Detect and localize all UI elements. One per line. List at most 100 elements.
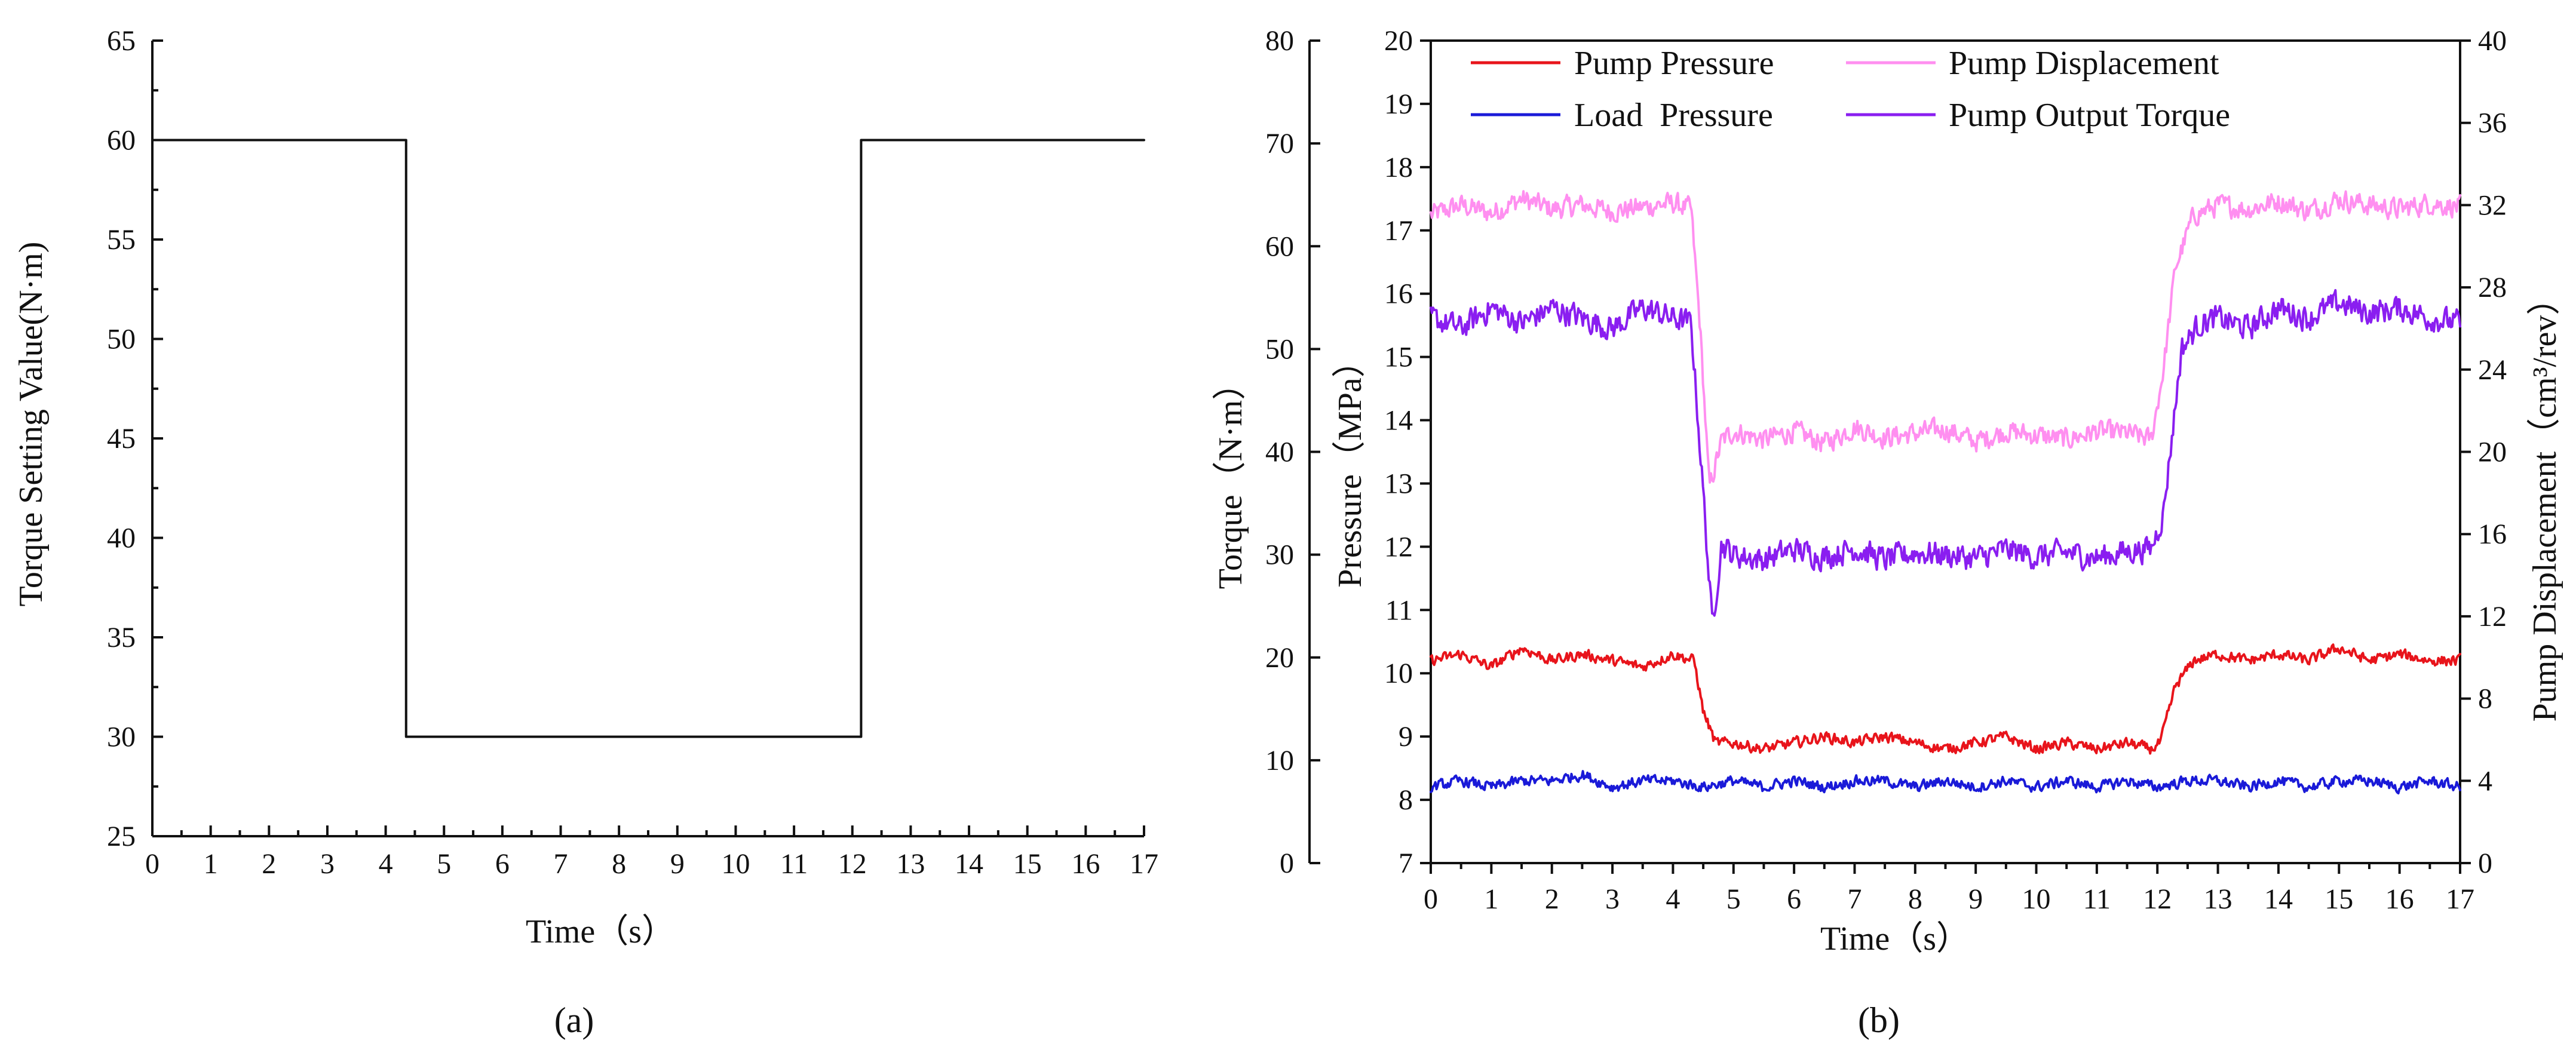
- panel-b-torque-tick-label: 60: [1265, 231, 1294, 262]
- panel-a-y-tick-label: 45: [107, 423, 136, 455]
- panel-a-x-tick-label: 13: [896, 848, 925, 880]
- panel-a-x-tick-label: 5: [437, 848, 451, 880]
- panel-b-x-tick-label: 3: [1605, 883, 1620, 915]
- panel-b-pressure-tick-label: 20: [1384, 25, 1413, 57]
- panel-b-pressure-tick-label: 13: [1384, 468, 1413, 499]
- panel-b-x-axis-title: Time（s）: [1820, 920, 1970, 957]
- panel-a-x-tick-label: 1: [204, 848, 218, 880]
- panel-a-y-tick-label: 55: [107, 224, 136, 256]
- panel-b-torque-tick-label: 40: [1265, 437, 1294, 468]
- panel-a-y-tick-label: 30: [107, 722, 136, 753]
- panel-b-x-tick-label: 7: [1847, 883, 1862, 915]
- panel-b-torque-tick-label: 20: [1265, 642, 1294, 674]
- panel-b-pressure-tick-label: 9: [1399, 721, 1413, 753]
- panel-b-plot-frame: [1430, 39, 2461, 864]
- panel-a-y-tick-label: 35: [107, 622, 136, 653]
- panel-a-y-tick-label: 40: [107, 523, 136, 554]
- panel-b-x-tick-label: 6: [1787, 883, 1801, 915]
- panel-b-torque-tick-label: 70: [1265, 128, 1294, 159]
- panel-b-torque-tick-label: 30: [1265, 539, 1294, 571]
- panel-b-x-tick-label: 13: [2204, 883, 2232, 915]
- panel-b-torque-tick-label: 50: [1265, 333, 1294, 365]
- series-line-pump-pressure: [1430, 643, 2461, 755]
- panel-b-displacement-tick-label: 24: [2478, 354, 2507, 386]
- panel-b-displacement-tick-label: 16: [2478, 518, 2507, 550]
- panel-b-x-tick-label: 16: [2385, 883, 2414, 915]
- panel-b-x-tick-label: 9: [1968, 883, 1983, 915]
- panel-a-y-axis-title: Torque Setting Value(N·m): [13, 242, 50, 607]
- panel-b-torque-tick-label: 0: [1280, 848, 1294, 879]
- panel-b-pressure-tick-label: 16: [1384, 278, 1413, 310]
- panel-a-x-tick-label: 17: [1130, 848, 1158, 880]
- panel-b-displacement-tick-label: 36: [2478, 108, 2507, 139]
- panel-b-displacement-tick-label: 40: [2478, 25, 2507, 57]
- series-line-torque-setting-value: [151, 139, 1145, 738]
- panel-a-x-tick-label: 8: [612, 848, 626, 880]
- panel-a-x-tick-label: 2: [262, 848, 276, 880]
- panel-a-y-tick-label: 25: [107, 821, 136, 852]
- panel-a-x-tick-label: 15: [1013, 848, 1042, 880]
- panel-b-x-tick-label: 15: [2324, 883, 2353, 915]
- panel-a-y-tick-label: 50: [107, 324, 136, 355]
- panel-a-x-tick-label: 16: [1071, 848, 1100, 880]
- panel-b-pressure-tick-label: 14: [1384, 405, 1413, 437]
- panel-a-x-tick-label: 3: [320, 848, 335, 880]
- panel-b-x-tick-label: 5: [1726, 883, 1741, 915]
- panel-a-x-axis-title: Time（s）: [526, 913, 675, 950]
- panel-b-torque-axis-title: Torque（N·m）: [1212, 367, 1249, 589]
- panel-b-torque-tick-label: 10: [1265, 745, 1294, 776]
- panel-a-series: [151, 139, 1145, 738]
- panel-b-x-tick-label: 1: [1484, 883, 1498, 915]
- panel-b-torque-tick-label: 80: [1265, 25, 1294, 57]
- panel-b-pressure-axis-title: Pressure（MPa）: [1332, 344, 1369, 588]
- panel-a-y-tick-label: 65: [107, 25, 136, 57]
- panel-a-x-tick-label: 10: [721, 848, 750, 880]
- panel-a-x-tick-label: 6: [495, 848, 510, 880]
- panel-b-pressure-tick-label: 11: [1385, 594, 1413, 626]
- panel-a-x-tick-label: 7: [554, 848, 568, 880]
- panel-b-legend: Pump Pressure Pump Displacement Load Pre…: [1471, 45, 2230, 134]
- panel-b-x-tick-label: 4: [1666, 883, 1680, 915]
- panel-b-label: (b): [1858, 1000, 1900, 1040]
- panel-b-x-tick-label: 17: [2446, 883, 2474, 915]
- legend-label-pump-displacement: Pump Displacement: [1949, 45, 2219, 82]
- panel-b-x-tick-label: 10: [2022, 883, 2051, 915]
- panel-a-x-tick-label: 11: [780, 848, 808, 880]
- panel-a-x-tick-label: 4: [379, 848, 393, 880]
- panel-b-displacement-tick-label: 12: [2478, 601, 2507, 633]
- panel-b-x-tick-label: 8: [1908, 883, 1922, 915]
- panel-a-x-tick-label: 9: [670, 848, 685, 880]
- panel-b-chart: 7891011121314151617181920010203040506070…: [1212, 25, 2563, 1040]
- panel-a-x-tick-label: 0: [145, 848, 160, 880]
- panel-b-pressure-tick-label: 12: [1384, 531, 1413, 563]
- panel-b-axes: 7891011121314151617181920010203040506070…: [1265, 25, 2507, 915]
- panel-b-x-tick-label: 11: [2083, 883, 2111, 915]
- panel-a-y-tick-label: 60: [107, 125, 136, 156]
- legend-label-load-pressure: Load Pressure: [1574, 97, 1773, 134]
- panel-b-series: [1430, 190, 2461, 795]
- series-line-pump-output-torque: [1430, 288, 2461, 617]
- panel-a-label: (a): [554, 1000, 594, 1040]
- panel-b-pressure-tick-label: 8: [1399, 784, 1413, 816]
- panel-b-displacement-tick-label: 8: [2478, 683, 2492, 715]
- panel-b-x-tick-label: 2: [1545, 883, 1559, 915]
- panel-b-displacement-tick-label: 32: [2478, 189, 2507, 221]
- panel-b-pressure-tick-label: 7: [1399, 848, 1413, 879]
- panel-b-x-tick-label: 0: [1424, 883, 1438, 915]
- panel-a-x-tick-label: 14: [955, 848, 983, 880]
- panel-b-pressure-tick-label: 17: [1384, 215, 1413, 247]
- panel-a-x-tick-label: 12: [838, 848, 867, 880]
- panel-b-pressure-tick-label: 10: [1384, 658, 1413, 689]
- panel-b-pressure-tick-label: 19: [1384, 88, 1413, 120]
- panel-b-displacement-tick-label: 4: [2478, 765, 2492, 797]
- panel-b-displacement-tick-label: 20: [2478, 437, 2507, 468]
- panel-b-displacement-tick-label: 28: [2478, 272, 2507, 303]
- panel-b-displacement-tick-label: 0: [2478, 848, 2492, 879]
- series-line-pump-displacement: [1430, 190, 2461, 484]
- panel-b-x-tick-label: 12: [2143, 883, 2172, 915]
- panel-b-x-tick-label: 14: [2264, 883, 2293, 915]
- panel-b-pressure-tick-label: 15: [1384, 342, 1413, 373]
